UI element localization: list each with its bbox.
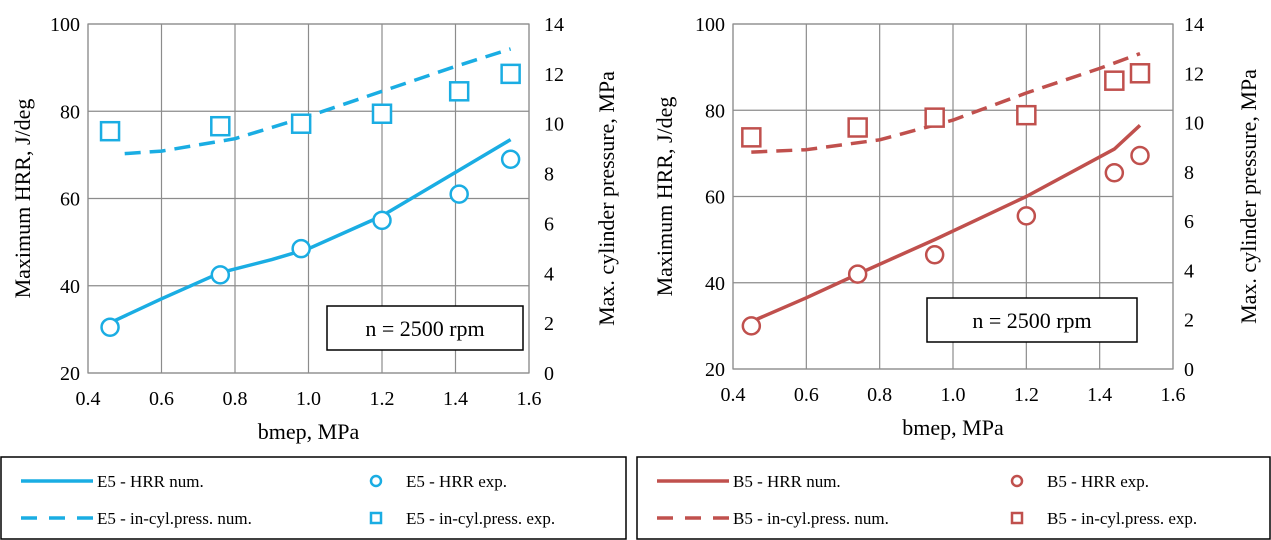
x-tick-label: 0.8	[867, 384, 892, 406]
hrr-exp-point	[100, 317, 120, 337]
hrr-num-line	[750, 124, 1142, 324]
y2-tick-label: 4	[544, 263, 554, 285]
legend-label: E5 - HRR num.	[97, 472, 204, 491]
x-tick-label: 1.0	[296, 388, 321, 410]
y2-axis-label: Max. cylinder pressure, MPa	[1236, 69, 1261, 324]
legend-box	[636, 456, 1271, 540]
x-tick-label: 1.4	[443, 388, 468, 410]
pressure-exp-point	[1129, 63, 1151, 84]
y-tick-label: 20	[705, 359, 725, 381]
annotation-text: n = 2500 rpm	[972, 308, 1091, 333]
hrr-exp-point	[500, 149, 521, 169]
x-tick-label: 0.8	[223, 388, 248, 410]
legend-label: B5 - in-cyl.press. exp.	[1047, 509, 1197, 528]
x-tick-label: 0.6	[794, 384, 819, 406]
pressure-exp-point	[371, 103, 393, 124]
hrr-num-line	[109, 138, 512, 325]
legend-circle-swatch	[1010, 474, 1024, 488]
y2-tick-label: 8	[544, 164, 554, 186]
y2-axis-label: Max. cylinder pressure, MPa	[594, 71, 619, 326]
y2-tick-label: 12	[544, 64, 564, 86]
y-tick-label: 20	[60, 363, 80, 385]
chart-2: 0.4 0.6 0.8 1.0 1.2 1.4 1.6 20 40 60 80 100 0 2 4 6 8 10 1…	[636, 14, 1271, 540]
y2-tick-label: 0	[544, 363, 554, 385]
hrr-exp-point	[210, 265, 231, 285]
pressure-exp-point	[741, 127, 762, 148]
pressure-exp-point	[1016, 104, 1037, 126]
pressure-exp-point	[448, 81, 470, 102]
x-tick-label: 1.2	[370, 388, 395, 410]
hrr-exp-point	[449, 184, 469, 204]
legend-label: E5 - in-cyl.press. exp.	[406, 509, 555, 528]
x-axis-label: bmep, MPa	[902, 415, 1004, 440]
legend-square-swatch	[1010, 511, 1024, 525]
legend: E5 - HRR num. E5 - HRR exp. E5 - in-cyl.pr…	[0, 456, 627, 540]
hrr-exp-point	[1130, 145, 1150, 166]
pressure-exp-point	[210, 115, 231, 137]
y-tick-label: 40	[705, 273, 725, 295]
hrr-exp-point	[1104, 163, 1125, 183]
x-tick-label: 1.6	[517, 388, 542, 410]
x-axis-label: bmep, MPa	[258, 419, 360, 444]
y-tick-label: 80	[705, 100, 725, 122]
hrr-exp-point	[372, 210, 392, 231]
x-tick-label: 0.4	[721, 384, 746, 406]
legend-label: B5 - HRR exp.	[1047, 472, 1149, 491]
pressure-exp-point	[500, 63, 521, 85]
y2-tick-label: 14	[1184, 14, 1204, 36]
y2-tick-label: 14	[544, 14, 564, 36]
x-tick-label: 1.4	[1087, 384, 1112, 406]
y2-tick-label: 6	[1184, 211, 1194, 233]
y-tick-label: 60	[60, 189, 80, 211]
hrr-exp-point	[1016, 206, 1037, 226]
annotation-box	[326, 305, 524, 351]
pressure-exp-point	[1104, 70, 1125, 91]
annotation-text: n = 2500 rpm	[365, 316, 484, 341]
y2-tick-label: 10	[1184, 113, 1204, 135]
pressure-exp-point	[847, 117, 868, 138]
y2-tick-label: 2	[544, 313, 554, 335]
y-tick-label: 100	[695, 14, 725, 36]
annotation-box	[926, 297, 1138, 343]
y2-tick-label: 4	[1184, 260, 1194, 282]
y2-tick-label: 12	[1184, 63, 1204, 85]
y2-tick-label: 8	[1184, 162, 1194, 184]
legend-label: B5 - in-cyl.press. num.	[733, 509, 889, 528]
chart-1: 0.4 0.6 0.8 1.0 1.2 1.4 1.6 20 40 60 80 100 0 2 4 6 8 10 1…	[0, 14, 627, 540]
y-tick-label: 40	[60, 276, 80, 298]
pressure-num-line	[751, 51, 1141, 154]
legend-label: E5 - HRR exp.	[406, 472, 507, 491]
y2-tick-label: 10	[544, 114, 564, 136]
y-tick-label: 100	[50, 14, 80, 36]
x-tick-label: 1.6	[1161, 384, 1186, 406]
x-tick-label: 1.0	[941, 384, 966, 406]
plot-area	[87, 23, 530, 374]
y-tick-label: 60	[705, 187, 725, 209]
hrr-exp-point	[741, 316, 762, 336]
hrr-exp-point	[847, 264, 868, 284]
hrr-exp-point	[924, 244, 945, 265]
x-tick-label: 0.6	[149, 388, 174, 410]
y-axis-label: Maximum HRR, J/deg	[652, 97, 677, 297]
legend-box	[0, 456, 627, 540]
hrr-exp-point	[291, 238, 311, 259]
legend-square-swatch	[369, 511, 383, 525]
legend-label: B5 - HRR num.	[733, 472, 841, 491]
y2-tick-label: 2	[1184, 310, 1194, 332]
pressure-exp-point	[924, 107, 945, 128]
y-axis-label: Maximum HRR, J/deg	[10, 99, 35, 299]
legend: B5 - HRR num. B5 - HRR exp. B5 - in-cyl.pr…	[636, 456, 1271, 540]
legend-circle-swatch	[369, 474, 383, 488]
x-tick-label: 1.2	[1014, 384, 1039, 406]
y-tick-label: 80	[60, 101, 80, 123]
pressure-exp-point	[290, 113, 312, 134]
pressure-exp-point	[99, 120, 121, 142]
legend-label: E5 - in-cyl.press. num.	[97, 509, 252, 528]
y2-tick-label: 0	[1184, 359, 1194, 381]
y2-tick-label: 6	[544, 213, 554, 235]
x-tick-label: 0.4	[76, 388, 101, 410]
plot-area	[732, 23, 1174, 370]
